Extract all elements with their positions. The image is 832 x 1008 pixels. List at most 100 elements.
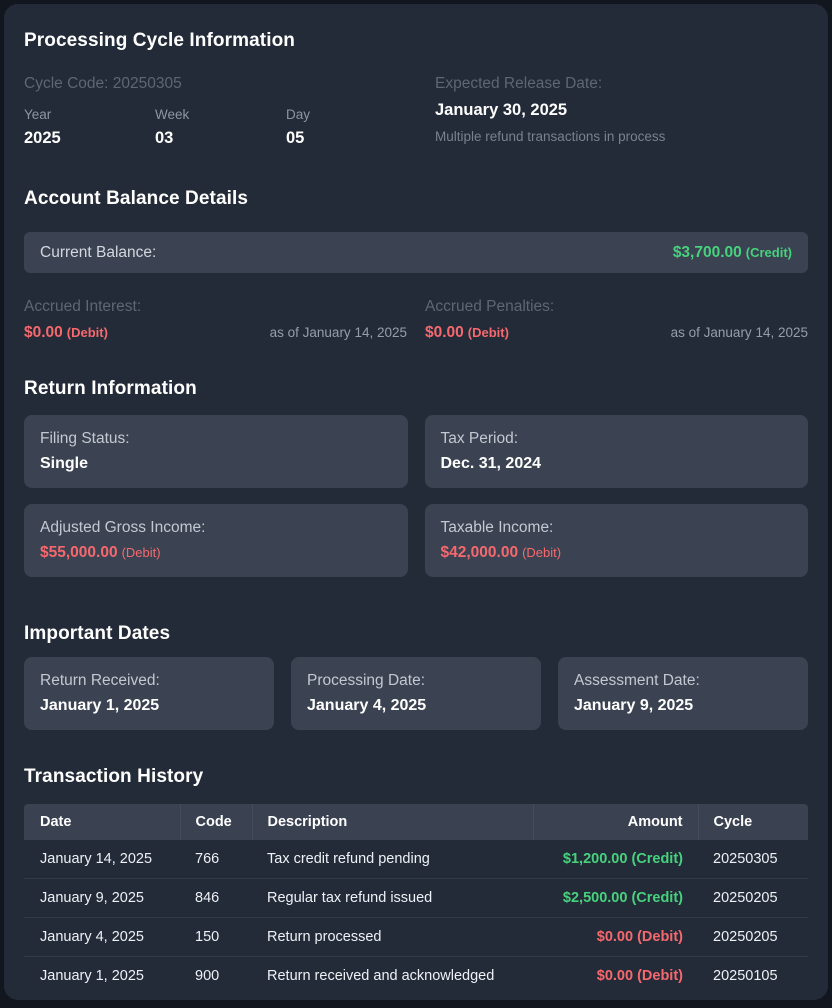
transaction-date: January 1, 2025 — [24, 956, 180, 995]
card-value: $55,000.00 (Debit) — [40, 544, 161, 561]
expected-release-date: January 30, 2025 — [435, 101, 568, 119]
cycle-field-value: 03 — [155, 129, 174, 147]
transaction-amount: $2,500.00 (Credit) — [533, 878, 698, 918]
important-date-card: Assessment Date: January 9, 2025 — [558, 657, 808, 730]
expected-release-column: Expected Release Date: January 30, 2025 … — [435, 74, 808, 148]
transaction-description: Return received and acknowledged — [252, 956, 533, 995]
transaction-row: January 9, 2025 846 Regular tax refund iss… — [24, 878, 808, 918]
transaction-code: 766 — [195, 851, 220, 867]
column-header-description: Description — [252, 804, 534, 840]
transaction-amount: $1,200.00 (Credit) — [562, 851, 683, 867]
card-value-suffix: (Debit) — [522, 545, 562, 560]
card-value: January 9, 2025 — [574, 697, 694, 714]
transaction-description: Regular tax refund issued — [252, 878, 533, 918]
card-label: Processing Date: — [307, 672, 426, 689]
accrual-label: Accrued Penalties: — [425, 298, 555, 315]
return-info-card: Tax Period: Dec. 31, 2024 — [424, 415, 808, 488]
processing-cycle-title: Processing Cycle Information — [24, 30, 295, 51]
important-date-card: Processing Date: January 4, 2025 — [291, 657, 541, 730]
expected-release-label: Expected Release Date: — [435, 75, 603, 92]
processing-cycle-grid: Cycle Code: 20250305 Year 2025 Week 03 Day 05… — [24, 74, 808, 148]
transaction-date: January 4, 2025 — [24, 917, 180, 957]
transaction-amount: $0.00 (Debit) — [533, 956, 698, 995]
column-header-cycle: Cycle — [698, 804, 808, 840]
accrual-value-row: $0.00 (Debit) as of January 14, 2025 — [425, 324, 808, 342]
transaction-code: 150 — [180, 917, 252, 957]
current-balance-amount: $3,700.00 (Credit) — [672, 243, 792, 261]
cycle-code-column: Cycle Code: 20250305 Year 2025 Week 03 Day 05 — [24, 74, 417, 148]
transaction-table-body: January 14, 2025 766 Tax credit refund pen… — [24, 840, 808, 995]
card-value-suffix: (Debit) — [121, 545, 161, 560]
section-transaction-history: Transaction History Date Code Description A… — [24, 766, 808, 995]
account-transcript-panel: Processing Cycle Information Cycle Code:… — [4, 4, 828, 1000]
accrual-as-of: as of January 14, 2025 — [269, 325, 407, 340]
section-important-dates: Important Dates Return Received: January … — [24, 623, 808, 730]
accrual-label: Accrued Interest: — [24, 298, 142, 315]
transaction-description: Tax credit refund pending — [267, 851, 430, 867]
accruals-grid: Accrued Interest: $0.00 (Debit) as of Janua… — [24, 297, 808, 342]
transaction-row: January 4, 2025 150 Return processed $0.00 … — [24, 917, 808, 957]
cycle-field-week: Week 03 — [155, 107, 286, 148]
section-processing-cycle: Processing Cycle Information Cycle Code:… — [24, 4, 808, 148]
transaction-cycle: 20250205 — [698, 878, 808, 918]
cycle-breakdown: Year 2025 Week 03 Day 05 — [24, 107, 417, 148]
card-label: Assessment Date: — [574, 672, 700, 689]
accrual-suffix: (Debit) — [467, 325, 509, 340]
cycle-field-value: 05 — [286, 129, 305, 147]
section-return-information: Return Information Filing Status: Single T… — [24, 378, 808, 577]
cycle-field-label: Week — [155, 107, 190, 122]
accrual-block: Accrued Interest: $0.00 (Debit) as of Janua… — [24, 297, 407, 342]
return-information-grid: Filing Status: Single Tax Period: Dec. 31, … — [24, 415, 808, 577]
cycle-field-value: 2025 — [24, 129, 61, 147]
current-balance-row: Current Balance: $3,700.00 (Credit) — [24, 232, 808, 273]
return-info-card: Filing Status: Single — [24, 415, 408, 488]
transaction-code: 900 — [180, 956, 252, 995]
important-dates-title: Important Dates — [24, 623, 171, 644]
card-value: Single — [40, 455, 89, 472]
section-account-balance: Account Balance Details Current Balance:… — [24, 188, 808, 342]
account-balance-title: Account Balance Details — [24, 188, 249, 209]
accrual-amount: $0.00 (Debit) — [24, 324, 108, 341]
card-label: Tax Period: — [440, 430, 519, 447]
transaction-code: 846 — [180, 878, 252, 918]
transaction-history-title: Transaction History — [24, 766, 204, 787]
accrual-as-of: as of January 14, 2025 — [670, 325, 808, 340]
transaction-cycle: 20250305 — [713, 851, 778, 867]
card-value: January 1, 2025 — [40, 697, 160, 714]
important-dates-grid: Return Received: January 1, 2025 Processin… — [24, 657, 808, 730]
transaction-cycle: 20250205 — [698, 917, 808, 957]
column-header-code: Code — [180, 804, 253, 840]
cycle-field-day: Day 05 — [286, 107, 417, 148]
important-date-card: Return Received: January 1, 2025 — [24, 657, 274, 730]
card-value: January 4, 2025 — [307, 697, 427, 714]
accrual-block: Accrued Penalties: $0.00 (Debit) as of Janu… — [425, 297, 808, 342]
cycle-field-label: Day — [286, 107, 311, 122]
transaction-row: January 1, 2025 900 Return received and ac… — [24, 956, 808, 995]
current-balance-suffix: (Credit) — [745, 244, 792, 260]
current-balance-label: Current Balance: — [40, 243, 157, 261]
transaction-table-header: Date Code Description Amount Cycle — [24, 804, 808, 840]
cycle-field-year: Year 2025 — [24, 107, 155, 148]
card-value: $42,000.00 (Debit) — [440, 544, 562, 561]
transaction-description: Return processed — [252, 917, 533, 957]
transaction-date: January 14, 2025 — [40, 851, 153, 867]
card-label: Filing Status: — [40, 430, 130, 447]
column-header-date: Date — [24, 804, 181, 840]
accrual-amount: $0.00 (Debit) — [425, 324, 509, 341]
transaction-cycle: 20250105 — [698, 956, 808, 995]
transaction-row: January 14, 2025 766 Tax credit refund pen… — [24, 840, 808, 879]
transaction-header-row: Date Code Description Amount Cycle — [24, 804, 808, 840]
return-info-card: Taxable Income: $42,000.00 (Debit) — [424, 504, 808, 577]
cycle-code-label: Cycle Code: 20250305 — [24, 75, 182, 92]
expected-release-note: Multiple refund transactions in process — [435, 129, 666, 144]
transaction-amount: $0.00 (Debit) — [533, 917, 698, 957]
transaction-date: January 9, 2025 — [24, 878, 180, 918]
card-label: Adjusted Gross Income: — [40, 519, 206, 536]
accrual-suffix: (Debit) — [66, 325, 108, 340]
card-value: Dec. 31, 2024 — [440, 455, 542, 472]
card-label: Return Received: — [40, 672, 160, 689]
return-info-card: Adjusted Gross Income: $55,000.00 (Debit) — [24, 504, 408, 577]
accrual-value-row: $0.00 (Debit) as of January 14, 2025 — [24, 324, 407, 342]
return-information-title: Return Information — [24, 378, 197, 399]
cycle-field-label: Year — [24, 107, 52, 122]
